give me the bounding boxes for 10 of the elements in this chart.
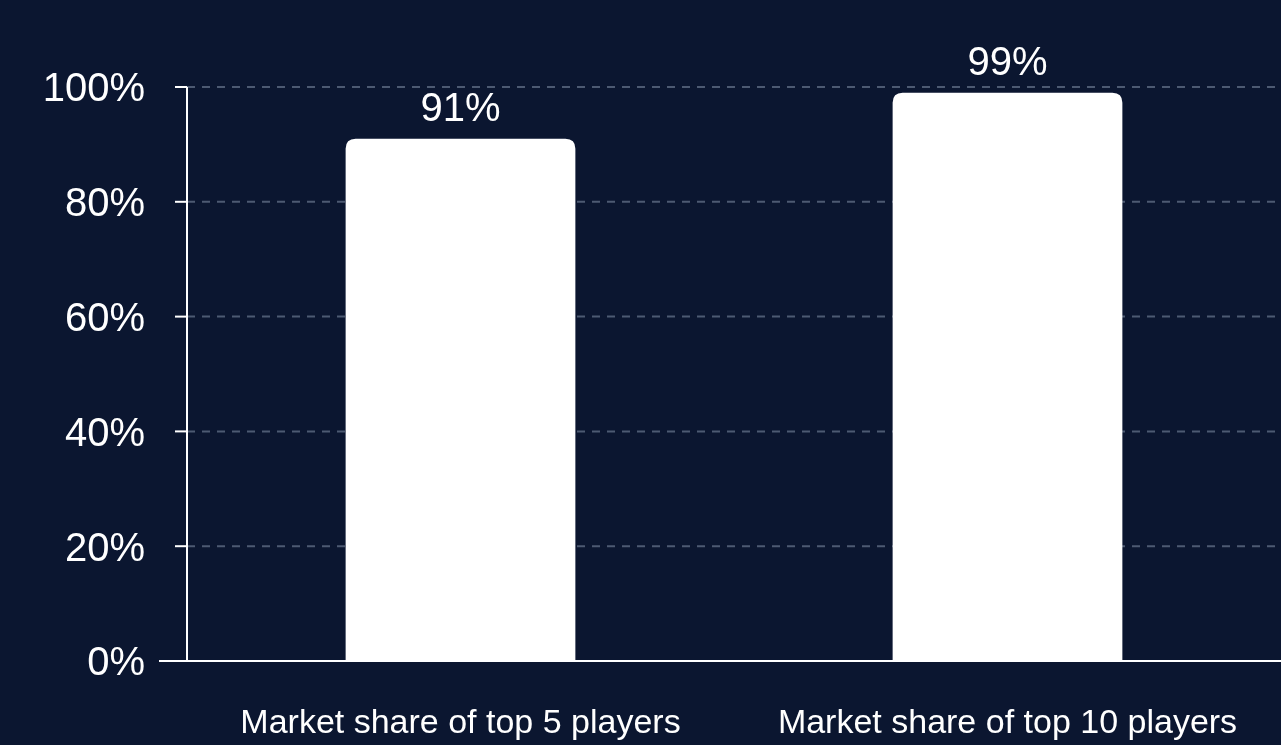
y-tick-label: 0%	[87, 639, 145, 684]
x-tick-label: Market share of top 10 players	[777, 702, 1238, 740]
y-tick-label: 20%	[64, 524, 145, 569]
y-tick-label: 100%	[42, 65, 145, 110]
data-label: 91%	[420, 84, 501, 129]
y-tick-label: 40%	[64, 409, 145, 454]
x-tick-label: Market share of top 5 players	[240, 702, 681, 740]
y-tick-label: 80%	[64, 180, 145, 225]
data-label: 99%	[967, 38, 1048, 83]
y-tick-label: 60%	[64, 295, 145, 339]
